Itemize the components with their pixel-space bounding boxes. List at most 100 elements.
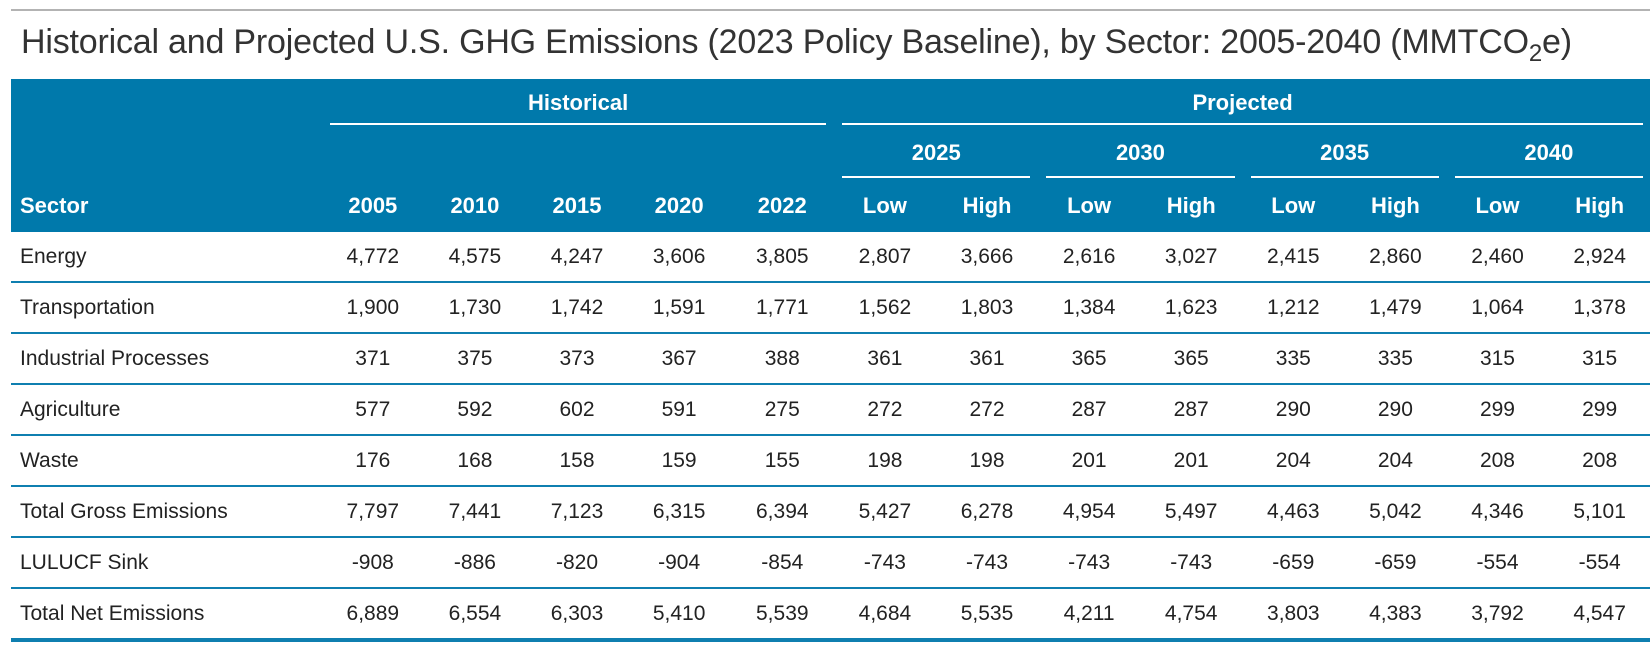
value-cell: 299 (1548, 384, 1650, 436)
value-cell: 3,666 (935, 232, 1039, 283)
value-cell: 361 (935, 333, 1039, 385)
value-cell: 204 (1242, 435, 1345, 487)
value-cell: 4,463 (1242, 486, 1345, 538)
value-cell: 272 (834, 384, 936, 436)
value-cell: 388 (730, 333, 835, 385)
value-cell: 208 (1446, 435, 1549, 487)
column-header-high: High (1548, 180, 1650, 232)
value-cell: 3,803 (1242, 588, 1345, 642)
table-row: Total Net Emissions 6,889 6,554 6,303 5,410 5… (11, 588, 1650, 642)
value-cell: 299 (1446, 384, 1549, 436)
value-cell: 168 (423, 435, 527, 487)
value-cell: 315 (1446, 333, 1549, 385)
year-underline (842, 176, 1031, 178)
value-cell: 5,539 (730, 588, 835, 642)
value-cell: 373 (526, 333, 628, 385)
value-cell: 4,684 (834, 588, 936, 642)
value-cell: 4,772 (322, 232, 424, 283)
value-cell: 361 (834, 333, 936, 385)
column-header: 2020 (627, 180, 731, 232)
value-cell: 198 (834, 435, 936, 487)
value-cell: 1,479 (1344, 282, 1447, 334)
value-cell: 1,900 (322, 282, 424, 334)
year-label: 2025 (911, 140, 961, 165)
top-rule (11, 9, 1650, 11)
header-empty (322, 126, 835, 180)
value-cell: 1,384 (1038, 282, 1140, 334)
value-cell: 577 (322, 384, 424, 436)
historical-underline (330, 123, 827, 125)
value-cell: 1,378 (1548, 282, 1650, 334)
value-cell: 4,954 (1038, 486, 1140, 538)
table-title: Historical and Projected U.S. GHG Emissi… (21, 20, 1572, 66)
value-cell: 1,212 (1242, 282, 1345, 334)
value-cell: 1,730 (423, 282, 527, 334)
value-cell: 4,211 (1038, 588, 1140, 642)
value-cell: 371 (322, 333, 424, 385)
value-cell: 375 (423, 333, 527, 385)
emissions-table: Historical Projected 2025 2030 2035 2040… (11, 79, 1650, 642)
sector-cell: Total Gross Emissions (11, 486, 323, 538)
value-cell: 287 (1038, 384, 1140, 436)
value-cell: 1,623 (1139, 282, 1243, 334)
value-cell: 272 (935, 384, 1039, 436)
value-cell: 201 (1139, 435, 1243, 487)
value-cell: 1,064 (1446, 282, 1549, 334)
value-cell: 201 (1038, 435, 1140, 487)
year-group-header: 2035 (1242, 126, 1447, 180)
title-tail: e) (1541, 23, 1572, 61)
value-cell: 2,807 (834, 232, 936, 283)
projected-label: Projected (1192, 89, 1293, 115)
table-row: LULUCF Sink -908 -886 -820 -904 -854 -743 -743-… (11, 537, 1650, 589)
value-cell: 6,394 (730, 486, 835, 538)
value-cell: 176 (322, 435, 424, 487)
value-cell: 335 (1242, 333, 1345, 385)
value-cell: 335 (1344, 333, 1447, 385)
table-row: Transportation 1,900 1,730 1,742 1,591 1,771 1… (11, 282, 1650, 334)
value-cell: 1,591 (627, 282, 731, 334)
value-cell: 7,123 (526, 486, 628, 538)
value-cell: 7,797 (322, 486, 424, 538)
sector-cell: Transportation (11, 282, 323, 334)
projected-group-header: Projected (834, 79, 1650, 126)
value-cell: 2,616 (1038, 232, 1140, 283)
value-cell: 208 (1548, 435, 1650, 487)
table-row: Agriculture 577 592 602 591 275 272 272 287 287 29… (11, 384, 1650, 436)
value-cell: 287 (1139, 384, 1243, 436)
year-underline (1046, 176, 1235, 178)
value-cell: 6,554 (423, 588, 527, 642)
year-label: 2030 (1115, 140, 1165, 165)
value-cell: 2,415 (1242, 232, 1345, 283)
value-cell: 5,101 (1548, 486, 1650, 538)
header-empty (11, 126, 323, 180)
year-group-header: 2040 (1446, 126, 1650, 180)
value-cell: 7,441 (423, 486, 527, 538)
value-cell: 365 (1139, 333, 1243, 385)
value-cell: 6,278 (935, 486, 1039, 538)
header-row-columns: Sector 2005 2010 2015 2020 2022 Low High… (11, 180, 1650, 232)
value-cell: 2,924 (1548, 232, 1650, 283)
column-header-low: Low (1038, 180, 1140, 232)
value-cell: 591 (627, 384, 731, 436)
value-cell: -659 (1344, 537, 1447, 589)
historical-group-header: Historical (322, 79, 835, 126)
value-cell: 4,754 (1139, 588, 1243, 642)
sector-cell: Agriculture (11, 384, 323, 436)
column-header-high: High (935, 180, 1039, 232)
year-group-header: 2030 (1038, 126, 1243, 180)
header-row-years: 2025 2030 2035 2040 (11, 126, 1650, 180)
value-cell: 602 (526, 384, 628, 436)
value-cell: 4,247 (526, 232, 628, 283)
value-cell: 3,792 (1446, 588, 1549, 642)
table-row: Industrial Processes 371 375 373 367 388 361 36… (11, 333, 1650, 385)
value-cell: 367 (627, 333, 731, 385)
table-body: Energy 4,772 4,575 4,247 3,606 3,805 2,807 3,66… (11, 232, 1650, 642)
value-cell: 5,410 (627, 588, 731, 642)
sector-cell: Industrial Processes (11, 333, 323, 385)
value-cell: 4,547 (1548, 588, 1650, 642)
value-cell: 275 (730, 384, 835, 436)
value-cell: 5,042 (1344, 486, 1447, 538)
year-label: 2035 (1320, 140, 1370, 165)
sector-cell: Total Net Emissions (11, 588, 323, 642)
column-header: 2010 (423, 180, 527, 232)
